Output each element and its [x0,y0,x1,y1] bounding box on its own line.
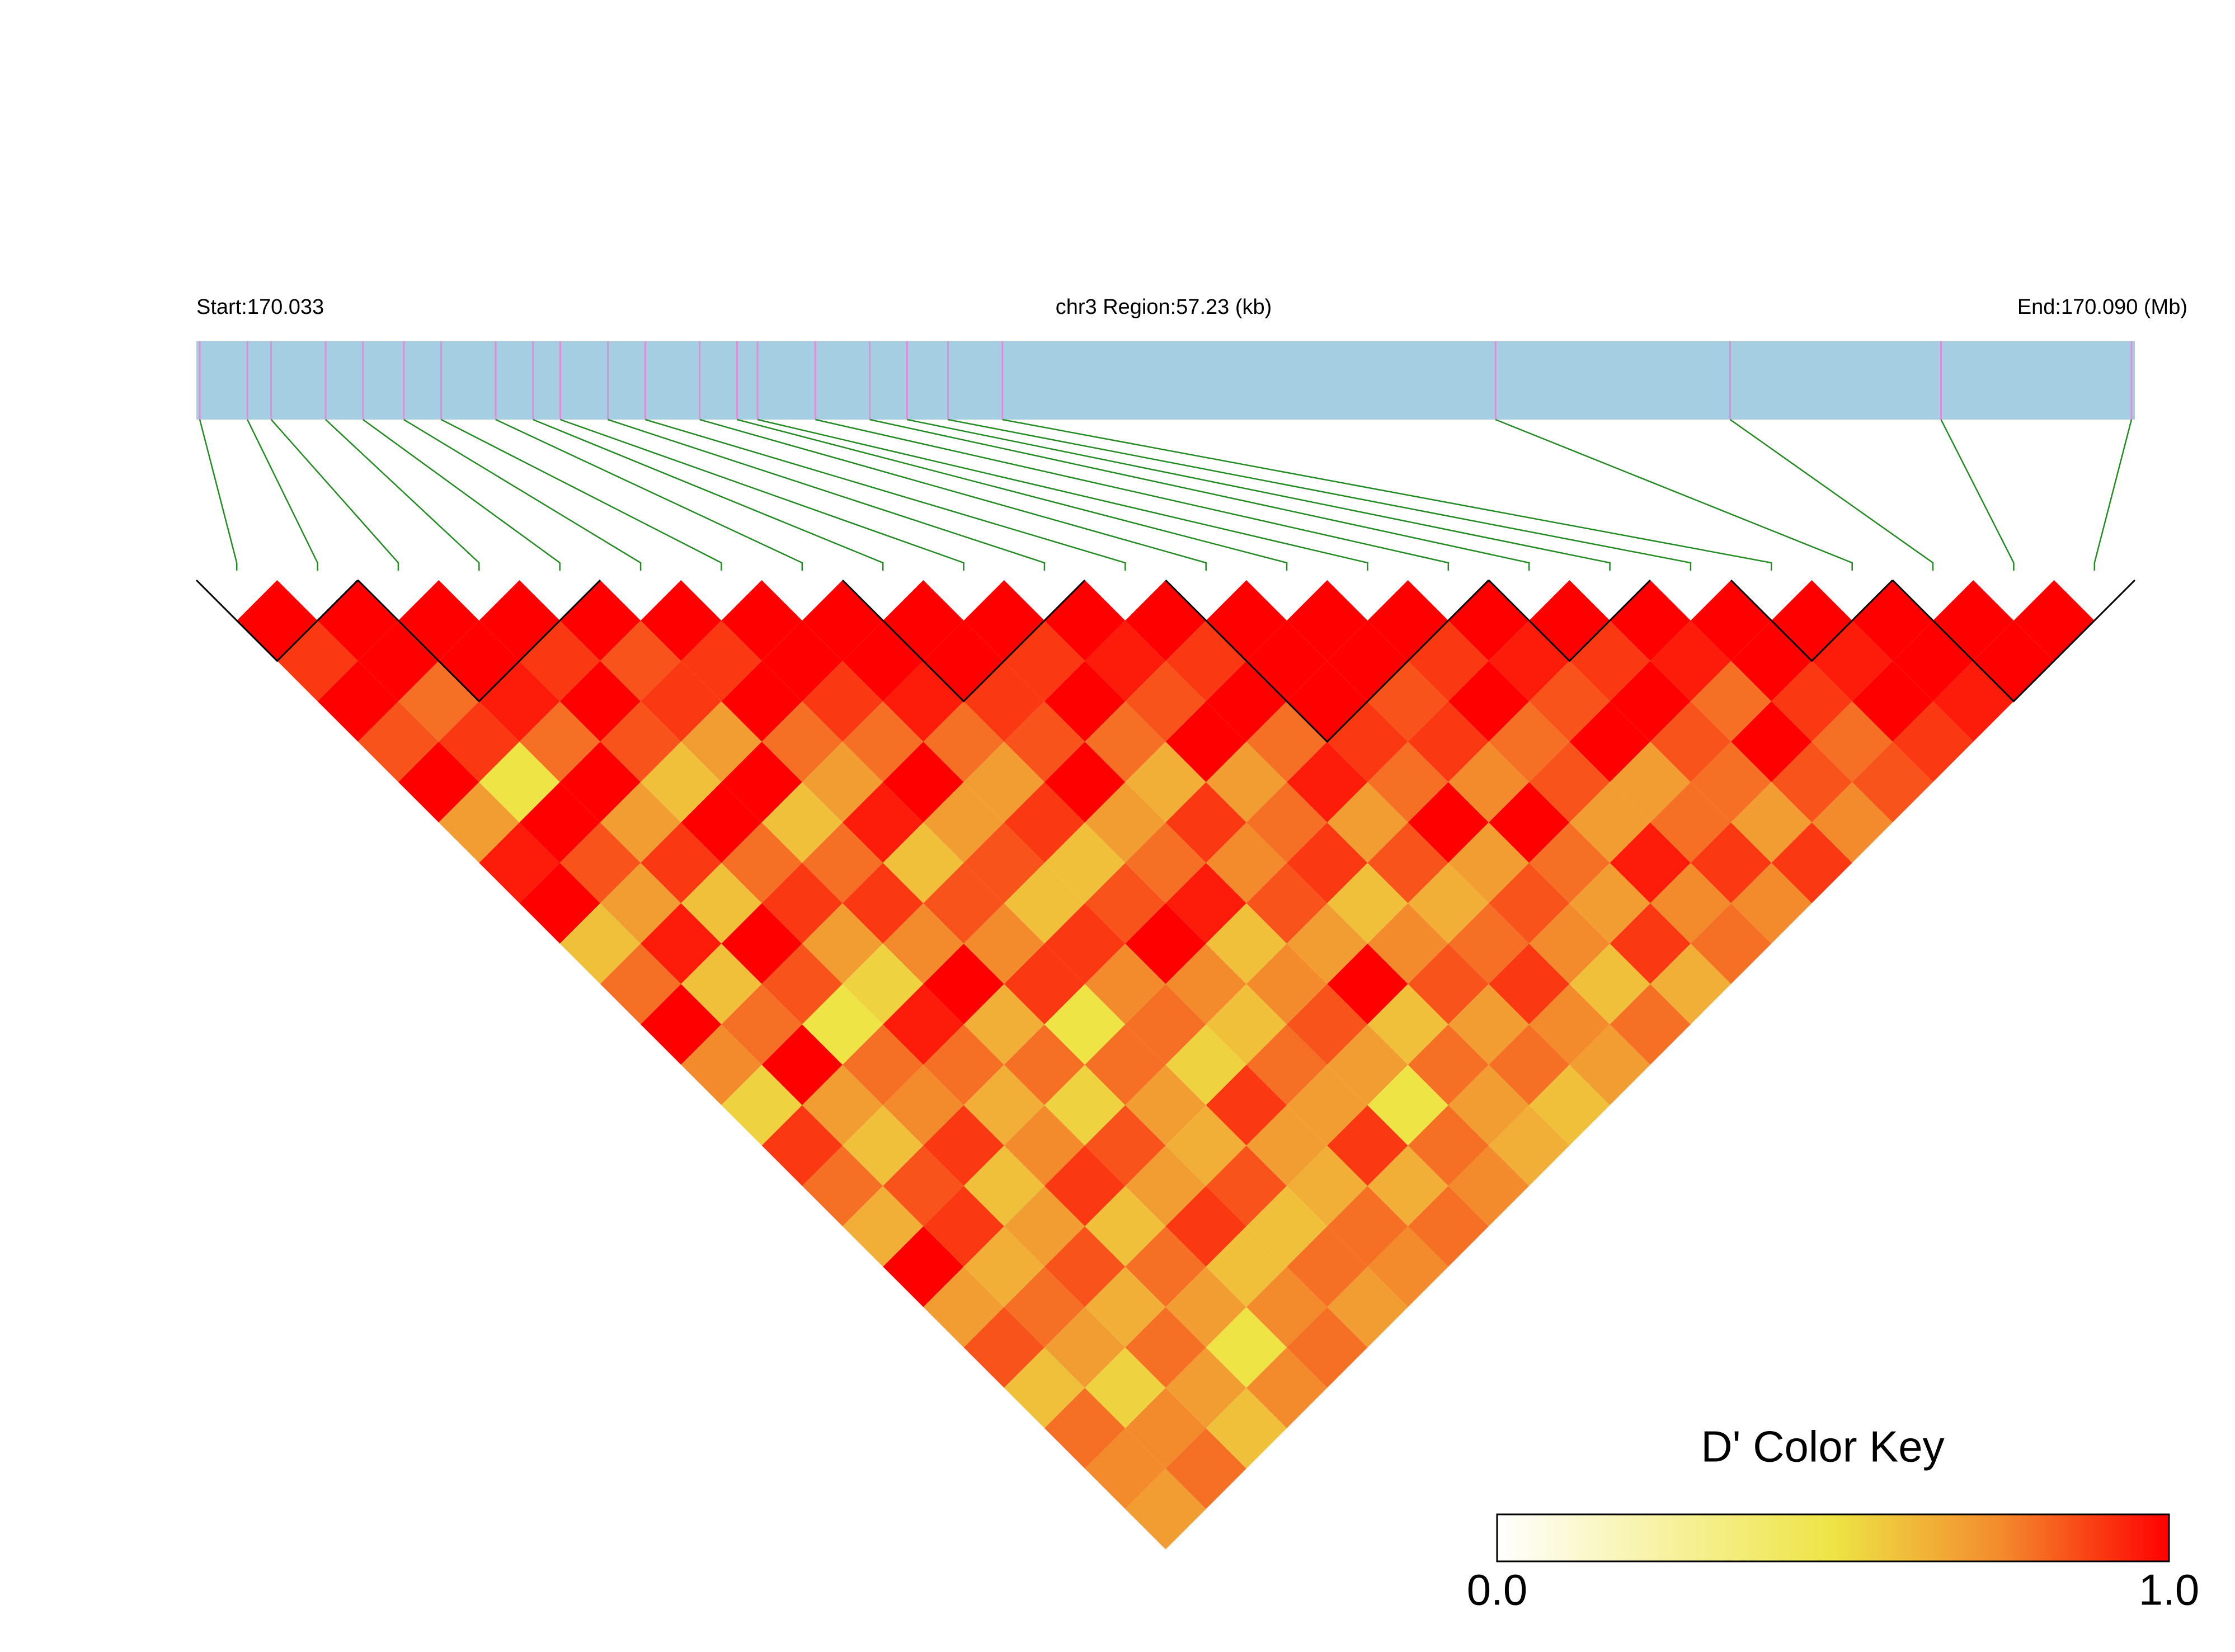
region-label: chr3 Region:57.23 (kb) [1056,295,1272,319]
position-bar [196,341,2135,420]
ld-matrix [237,580,2095,1550]
snp-connector [247,419,318,571]
end-label: End:170.090 (Mb) [2017,295,2187,319]
ld-block [1891,579,2136,703]
ld-block [357,579,601,703]
snp-connector [199,419,238,571]
snp-connector [363,418,561,571]
ld-block [195,579,359,662]
snp-connector [403,418,642,571]
snp-connector [608,418,1046,571]
snp-connector [1940,419,2015,571]
ld-block [1730,579,1893,662]
color-key-title: D' Color Key [1701,1422,1944,1471]
snp-connector [1495,418,1853,571]
snp-connector [270,419,399,571]
snp-connector [495,418,803,571]
ld-block [1488,579,1651,662]
color-key-bar [1496,1513,2170,1562]
snp-connector [441,418,722,571]
snp-connector [869,418,1530,571]
snp-connector [907,418,1611,571]
snp-connector [815,418,1450,571]
snp-connector [325,419,480,571]
snp-connector [948,418,1692,571]
start-label: Start:170.033 [196,295,324,319]
snp-connector [560,418,964,571]
color-key-tick-label: 1.0 [2139,1565,2199,1615]
snp-connector [737,418,1288,571]
ld-block [841,579,1086,703]
snp-connector [1002,418,1772,571]
snp-connector [757,418,1368,571]
snp-connector [2093,419,2133,571]
snp-connector [1729,418,1934,571]
color-key-tick-label: 0.0 [1467,1565,1527,1615]
snp-connector [533,418,884,571]
snp-connector [699,418,1207,571]
snp-connector [645,418,1126,571]
ld-block [1165,579,1490,743]
